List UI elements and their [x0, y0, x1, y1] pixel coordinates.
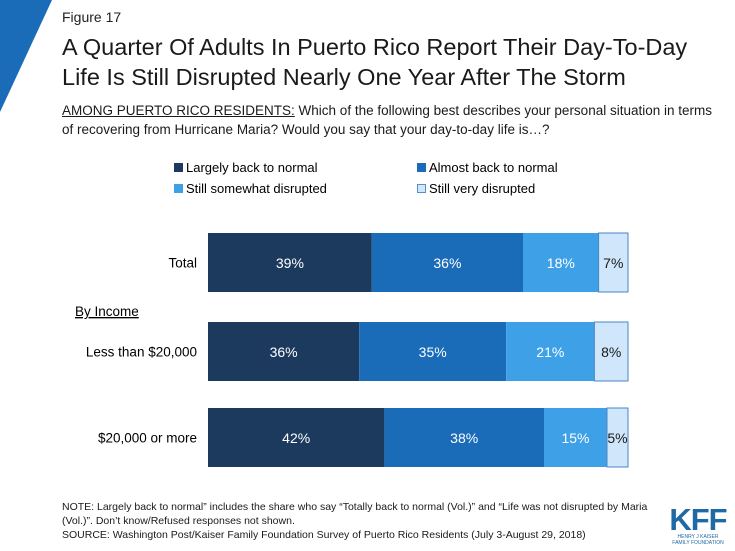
- corner-accent-shape: [0, 0, 52, 112]
- data-label: 38%: [450, 430, 478, 446]
- data-label: 21%: [536, 344, 564, 360]
- legend-swatch: [174, 184, 183, 193]
- bar-segment: [208, 322, 360, 381]
- chart-title: A Quarter Of Adults In Puerto Rico Repor…: [62, 34, 688, 90]
- data-label: 36%: [433, 255, 461, 271]
- legend-swatch: [417, 184, 426, 193]
- note-text: NOTE: Largely back to normal” includes t…: [62, 501, 648, 527]
- survey-question: AMONG PUERTO RICO RESIDENTS: Which of th…: [62, 101, 722, 139]
- bar-segment: [506, 322, 595, 381]
- figure-label: Figure 17: [62, 9, 122, 25]
- bar-segment: [593, 321, 629, 382]
- bar-segment: [371, 233, 523, 292]
- category-label: Total: [168, 256, 197, 271]
- bar-segment: [544, 408, 607, 467]
- logo-wordmark: KFF: [669, 502, 727, 537]
- bar-segment: [598, 232, 629, 293]
- data-label: 42%: [282, 430, 310, 446]
- legend-swatch: [174, 163, 183, 172]
- question-text: Which of the following best describes yo…: [62, 103, 712, 137]
- bar-segment: [523, 233, 599, 292]
- bar-segment: [208, 408, 385, 467]
- source-text: SOURCE: Washington Post/Kaiser Family Fo…: [62, 529, 586, 541]
- logo-subline-1: HENRY J KAISER: [677, 534, 719, 540]
- legend-item-largely-back: Largely back to normal: [174, 160, 318, 175]
- data-label: 15%: [561, 430, 589, 446]
- group-label: By Income: [75, 304, 139, 319]
- category-label: $20,000 or more: [98, 431, 197, 446]
- bar-segment: [606, 407, 629, 468]
- chart-legend: Largely back to normal Almost back to no…: [174, 160, 634, 200]
- question-lead: AMONG PUERTO RICO RESIDENTS:: [62, 103, 295, 118]
- category-label: Less than $20,000: [86, 345, 197, 360]
- bar-segment: [208, 233, 372, 292]
- chart-note: NOTE: Largely back to normal” includes t…: [62, 500, 662, 542]
- legend-swatch: [417, 163, 426, 172]
- legend-item-somewhat-disrupted: Still somewhat disrupted: [174, 181, 327, 196]
- bar-segment: [359, 322, 507, 381]
- data-label: 36%: [270, 344, 298, 360]
- kff-logo: KFF HENRY J KAISER FAMILY FOUNDATION: [668, 502, 728, 546]
- data-label: 18%: [547, 255, 575, 271]
- data-label: 35%: [419, 344, 447, 360]
- data-label: 39%: [276, 255, 304, 271]
- data-label: 5%: [607, 430, 627, 446]
- bar-segment: [384, 408, 544, 467]
- logo-subline-2: FAMILY FOUNDATION: [672, 540, 724, 546]
- data-label: 8%: [601, 344, 621, 360]
- legend-item-very-disrupted: Still very disrupted: [417, 181, 535, 196]
- data-label: 7%: [603, 255, 623, 271]
- legend-item-almost-back: Almost back to normal: [417, 160, 558, 175]
